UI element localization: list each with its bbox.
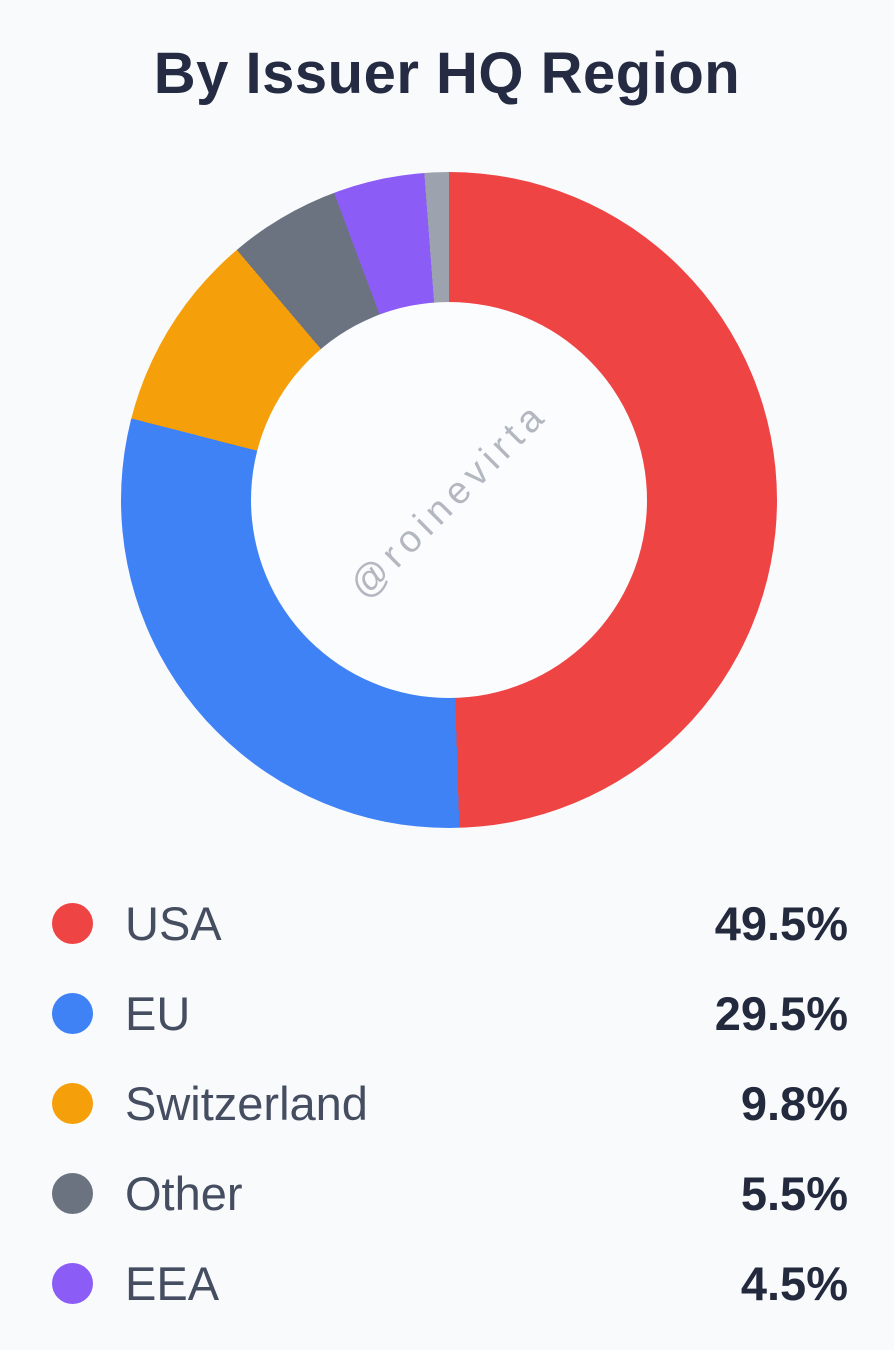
legend-swatch-other xyxy=(52,1172,93,1214)
legend-row-eea: EEA 4.5% xyxy=(0,1238,894,1328)
page-title: By Issuer HQ Region xyxy=(153,41,741,106)
legend-row-other: Other 5.5% xyxy=(0,1148,894,1238)
legend-label-eea: EEA xyxy=(125,1256,220,1310)
legend-label-usa: USA xyxy=(125,896,222,950)
legend-swatch-usa xyxy=(52,902,93,944)
legend-row-usa: USA 49.5% xyxy=(0,878,894,968)
legend-row-switzerland: Switzerland 9.8% xyxy=(0,1058,894,1148)
legend-row-eu: EU 29.5% xyxy=(0,968,894,1058)
legend-value-eu: 29.5% xyxy=(714,986,848,1040)
legend-swatch-eea xyxy=(52,1262,93,1304)
legend-value-usa: 49.5% xyxy=(714,896,848,950)
legend-label-other: Other xyxy=(125,1166,243,1220)
legend-swatch-switzerland xyxy=(52,1082,93,1124)
legend-value-eea: 4.5% xyxy=(740,1256,848,1310)
donut-hole: @roinevirta xyxy=(251,302,647,698)
legend-value-switzerland: 9.8% xyxy=(740,1076,848,1130)
legend-swatch-eu xyxy=(52,992,93,1034)
legend-label-switzerland: Switzerland xyxy=(125,1076,368,1130)
watermark-text: @roinevirta xyxy=(341,392,556,607)
legend-value-other: 5.5% xyxy=(740,1166,848,1220)
chart-legend: USA 49.5% EU 29.5% Switzerland 9.8% Othe… xyxy=(0,878,894,1328)
legend-label-eu: EU xyxy=(125,986,191,1040)
donut-chart: @roinevirta xyxy=(121,172,777,828)
